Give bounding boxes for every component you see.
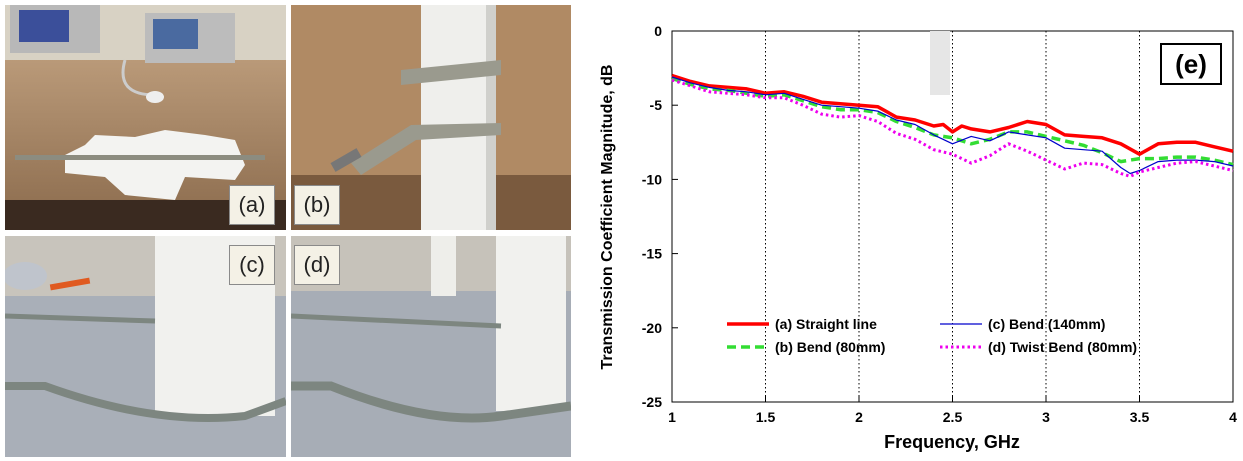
legend-label-2: (b) Bend (80mm) [775,339,885,355]
y-tick-label: -10 [642,171,662,187]
x-axis-label: Frequency, GHz [884,432,1020,452]
y-axis-label: Transmission Coefficient Magnitude, dB [599,65,616,370]
legend: (a) Straight line (b) Bend (80mm) (c) Bend… [727,316,1137,355]
y-tick-label: -20 [642,320,662,336]
axis-ticks: 1 1.5 2 2.5 3 3.5 4 0 -5 -10 -15 -20 -25 [642,23,1237,425]
legend-label-4: (d) Twist Bend (80mm) [988,339,1137,355]
panel-label-e: (e) [1160,43,1222,85]
x-tick-label: 4 [1229,409,1237,425]
panel-label-d: (d) [294,245,340,285]
panel-label-a: (a) [229,185,275,225]
x-tick-label: 2 [855,409,863,425]
legend-label-3: (c) Bend (140mm) [988,316,1105,332]
x-tick-label: 2.5 [943,409,963,425]
y-tick-label: 0 [654,23,662,39]
straight-line-setup-photo [5,5,286,230]
y-tick-label: -15 [642,246,662,262]
panel-label-e-text: (e) [1175,49,1207,79]
x-tick-label: 3.5 [1130,409,1150,425]
series-line-1 [671,73,1234,156]
highlight-band [930,31,950,95]
y-tick-label: -5 [650,97,663,113]
y-tick-label: -25 [642,394,662,410]
transmission-chart: 1 1.5 2 2.5 3 3.5 4 0 -5 -10 -15 -20 -25 (e) (a) Str… [599,23,1237,452]
legend-label-1: (a) Straight line [775,316,877,332]
series-line-4 [671,78,1234,178]
photo-panel-a [5,5,286,230]
panel-label-b: (b) [294,185,340,225]
x-tick-label: 1.5 [756,409,776,425]
x-tick-label: 3 [1042,409,1050,425]
panel-label-c: (c) [229,245,275,285]
series-line-2 [671,76,1234,167]
x-tick-label: 1 [668,409,676,425]
series-lines [671,73,1234,178]
grid-lines [765,31,1140,402]
series-line-3 [671,76,1234,175]
